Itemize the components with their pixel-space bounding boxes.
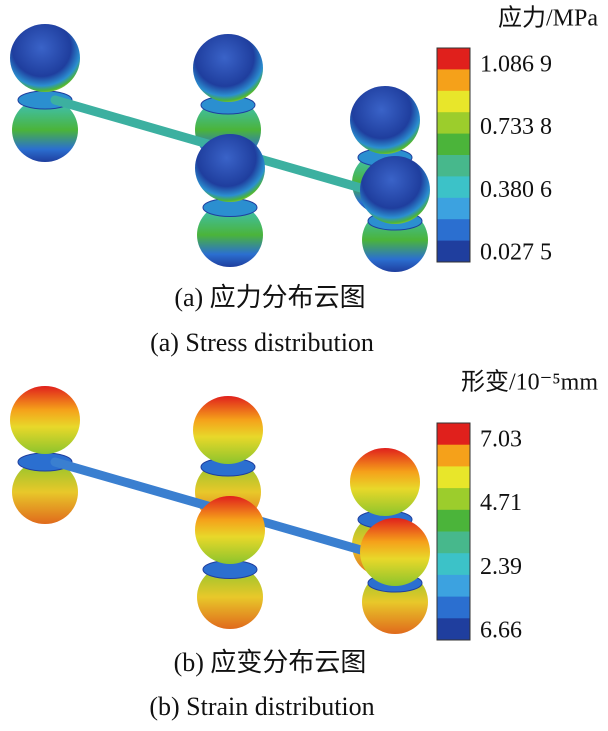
legend-title: 形变/10⁻⁵mm — [461, 369, 598, 396]
legend-swatch — [437, 69, 470, 92]
caption-cn: (a) 应力分布云图 — [174, 283, 365, 312]
lower-ball — [12, 460, 78, 524]
legend-swatch — [437, 423, 470, 446]
legend-swatch — [437, 219, 470, 242]
upper-ball — [10, 386, 80, 454]
legend-title: 应力/MPa — [498, 5, 598, 32]
legend-tick-label: 4.71 — [480, 490, 522, 516]
upper-ball — [195, 496, 265, 564]
upper-ball — [10, 24, 80, 92]
legend-swatch — [437, 509, 470, 532]
legend-swatch — [437, 133, 470, 156]
legend-swatch — [437, 531, 470, 554]
legend-swatch — [437, 197, 470, 220]
legend-tick-label: 6.66 — [480, 618, 522, 644]
legend-swatch — [437, 488, 470, 511]
caption-en: (b) Strain distribution — [149, 692, 374, 721]
legend-tick-label: 0.733 8 — [480, 114, 552, 140]
legend-swatch — [437, 574, 470, 598]
legend-swatch — [437, 444, 470, 467]
legend-swatch — [437, 48, 470, 70]
legend-swatch — [437, 618, 470, 641]
upper-ball — [350, 448, 420, 516]
lower-ball — [197, 203, 263, 267]
upper-ball — [350, 86, 420, 154]
caption-en: (a) Stress distribution — [150, 328, 374, 357]
legend-tick-label: 1.086 9 — [480, 52, 552, 78]
upper-ball — [193, 396, 263, 464]
caption-cn: (b) 应变分布云图 — [174, 648, 367, 677]
legend-frame — [436, 47, 471, 263]
legend-tick-label: 0.380 6 — [480, 177, 552, 203]
legend-tick-label: 0.027 5 — [480, 240, 552, 266]
legend-swatch — [437, 553, 470, 576]
legend-tick-label: 7.03 — [480, 427, 522, 453]
upper-ball — [360, 156, 430, 224]
legend-swatch — [437, 112, 470, 135]
upper-ball — [195, 134, 265, 202]
lower-ball — [12, 98, 78, 162]
lower-ball — [197, 565, 263, 629]
upper-ball — [360, 518, 430, 586]
legend-swatch — [437, 176, 470, 199]
legend-swatch — [437, 596, 470, 619]
upper-ball — [193, 34, 263, 102]
legend-swatch — [437, 155, 470, 177]
legend-swatch — [437, 466, 470, 489]
legend-swatch — [437, 90, 470, 113]
legend-swatch — [437, 240, 470, 263]
legend-tick-label: 2.39 — [480, 554, 522, 580]
legend-frame — [436, 422, 471, 641]
